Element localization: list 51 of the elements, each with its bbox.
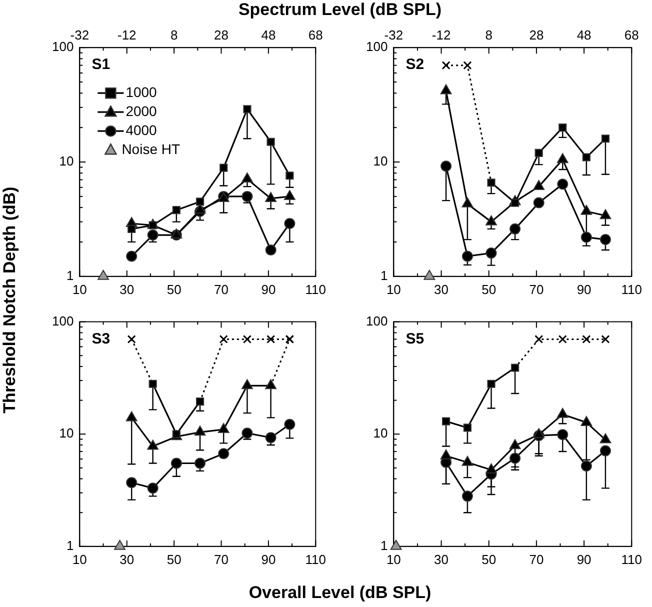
x-tick-label: 30 <box>434 552 449 567</box>
y-tick-label: 100 <box>52 313 74 328</box>
x2-tick-label: 28 <box>529 27 544 42</box>
x-tick-label: 110 <box>621 282 642 297</box>
legend-label: 1000 <box>126 84 158 100</box>
x-tick-label: 50 <box>166 552 182 567</box>
text: S1 <box>92 56 110 74</box>
y-axis-title: Threshold Notch Depth (dB) <box>0 186 20 414</box>
x2-axis-title: Spectrum Level (dB SPL) <box>238 0 442 20</box>
y-tick-label: 1 <box>380 538 388 553</box>
x-tick-label: 90 <box>261 552 276 567</box>
x-tick-label: 110 <box>305 552 326 567</box>
x2-tick-label: -12 <box>117 27 136 42</box>
y-tick-label: 1 <box>380 268 388 283</box>
x2-tick-label: 8 <box>485 27 492 42</box>
text: S2 <box>406 56 424 74</box>
y-tick-label: 1 <box>66 268 74 283</box>
x-tick-label: 70 <box>214 282 228 297</box>
legend-label: 4000 <box>126 122 158 138</box>
y-tick-label: 100 <box>366 313 388 328</box>
x-tick-label: 30 <box>120 552 134 567</box>
x2-tick-label: -12 <box>432 27 451 42</box>
x2-tick-label: 8 <box>170 27 178 42</box>
x-tick-label: 90 <box>576 552 592 567</box>
x2-tick-label: 28 <box>214 27 228 42</box>
x-tick-label: 30 <box>120 282 134 297</box>
legend-label: 2000 <box>126 102 158 119</box>
legend-label: Noise HT <box>122 140 180 157</box>
x2-tick-label: 68 <box>624 27 639 42</box>
x2-tick-label: 48 <box>261 27 276 42</box>
y-tick-label: 10 <box>373 154 388 169</box>
y-tick-label: 10 <box>59 426 74 441</box>
x-tick-label: 110 <box>621 552 642 567</box>
x-tick-label: 50 <box>482 282 496 297</box>
x-tick-label: 90 <box>261 282 276 297</box>
x-tick-label: 110 <box>305 282 326 297</box>
y-tick-label: 10 <box>59 154 74 169</box>
y-tick-label: 1 <box>66 538 74 553</box>
x-tick-label: 90 <box>576 282 592 297</box>
x2-tick-label: 68 <box>308 27 323 42</box>
x-tick-label: 30 <box>434 282 449 297</box>
x-tick-label: 70 <box>214 552 228 567</box>
x-tick-label: 50 <box>482 552 496 567</box>
x-tick-label: 50 <box>166 282 182 297</box>
text: S3 <box>92 330 110 348</box>
x2-tick-label: 48 <box>576 27 592 42</box>
x-tick-label: 70 <box>529 282 544 297</box>
y-tick-label: 10 <box>373 426 388 441</box>
x-tick-label: 70 <box>529 552 544 567</box>
text: S5 <box>406 330 424 348</box>
x-axis-title: Overall Level (dB SPL) <box>248 583 432 603</box>
